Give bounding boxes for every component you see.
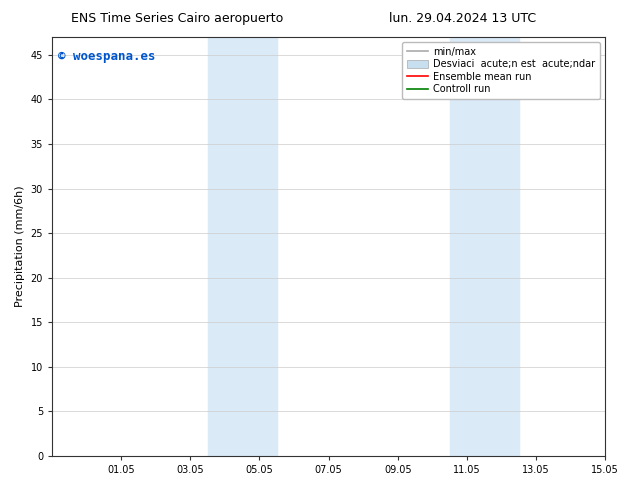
- Text: ENS Time Series Cairo aeropuerto: ENS Time Series Cairo aeropuerto: [72, 12, 283, 25]
- Text: lun. 29.04.2024 13 UTC: lun. 29.04.2024 13 UTC: [389, 12, 536, 25]
- Y-axis label: Precipitation (mm/6h): Precipitation (mm/6h): [15, 186, 25, 307]
- Bar: [207, 37, 277, 456]
- Bar: [450, 37, 519, 456]
- Text: © woespana.es: © woespana.es: [58, 49, 155, 63]
- Legend: min/max, Desviaci  acute;n est  acute;ndar, Ensemble mean run, Controll run: min/max, Desviaci acute;n est acute;ndar…: [402, 42, 600, 99]
